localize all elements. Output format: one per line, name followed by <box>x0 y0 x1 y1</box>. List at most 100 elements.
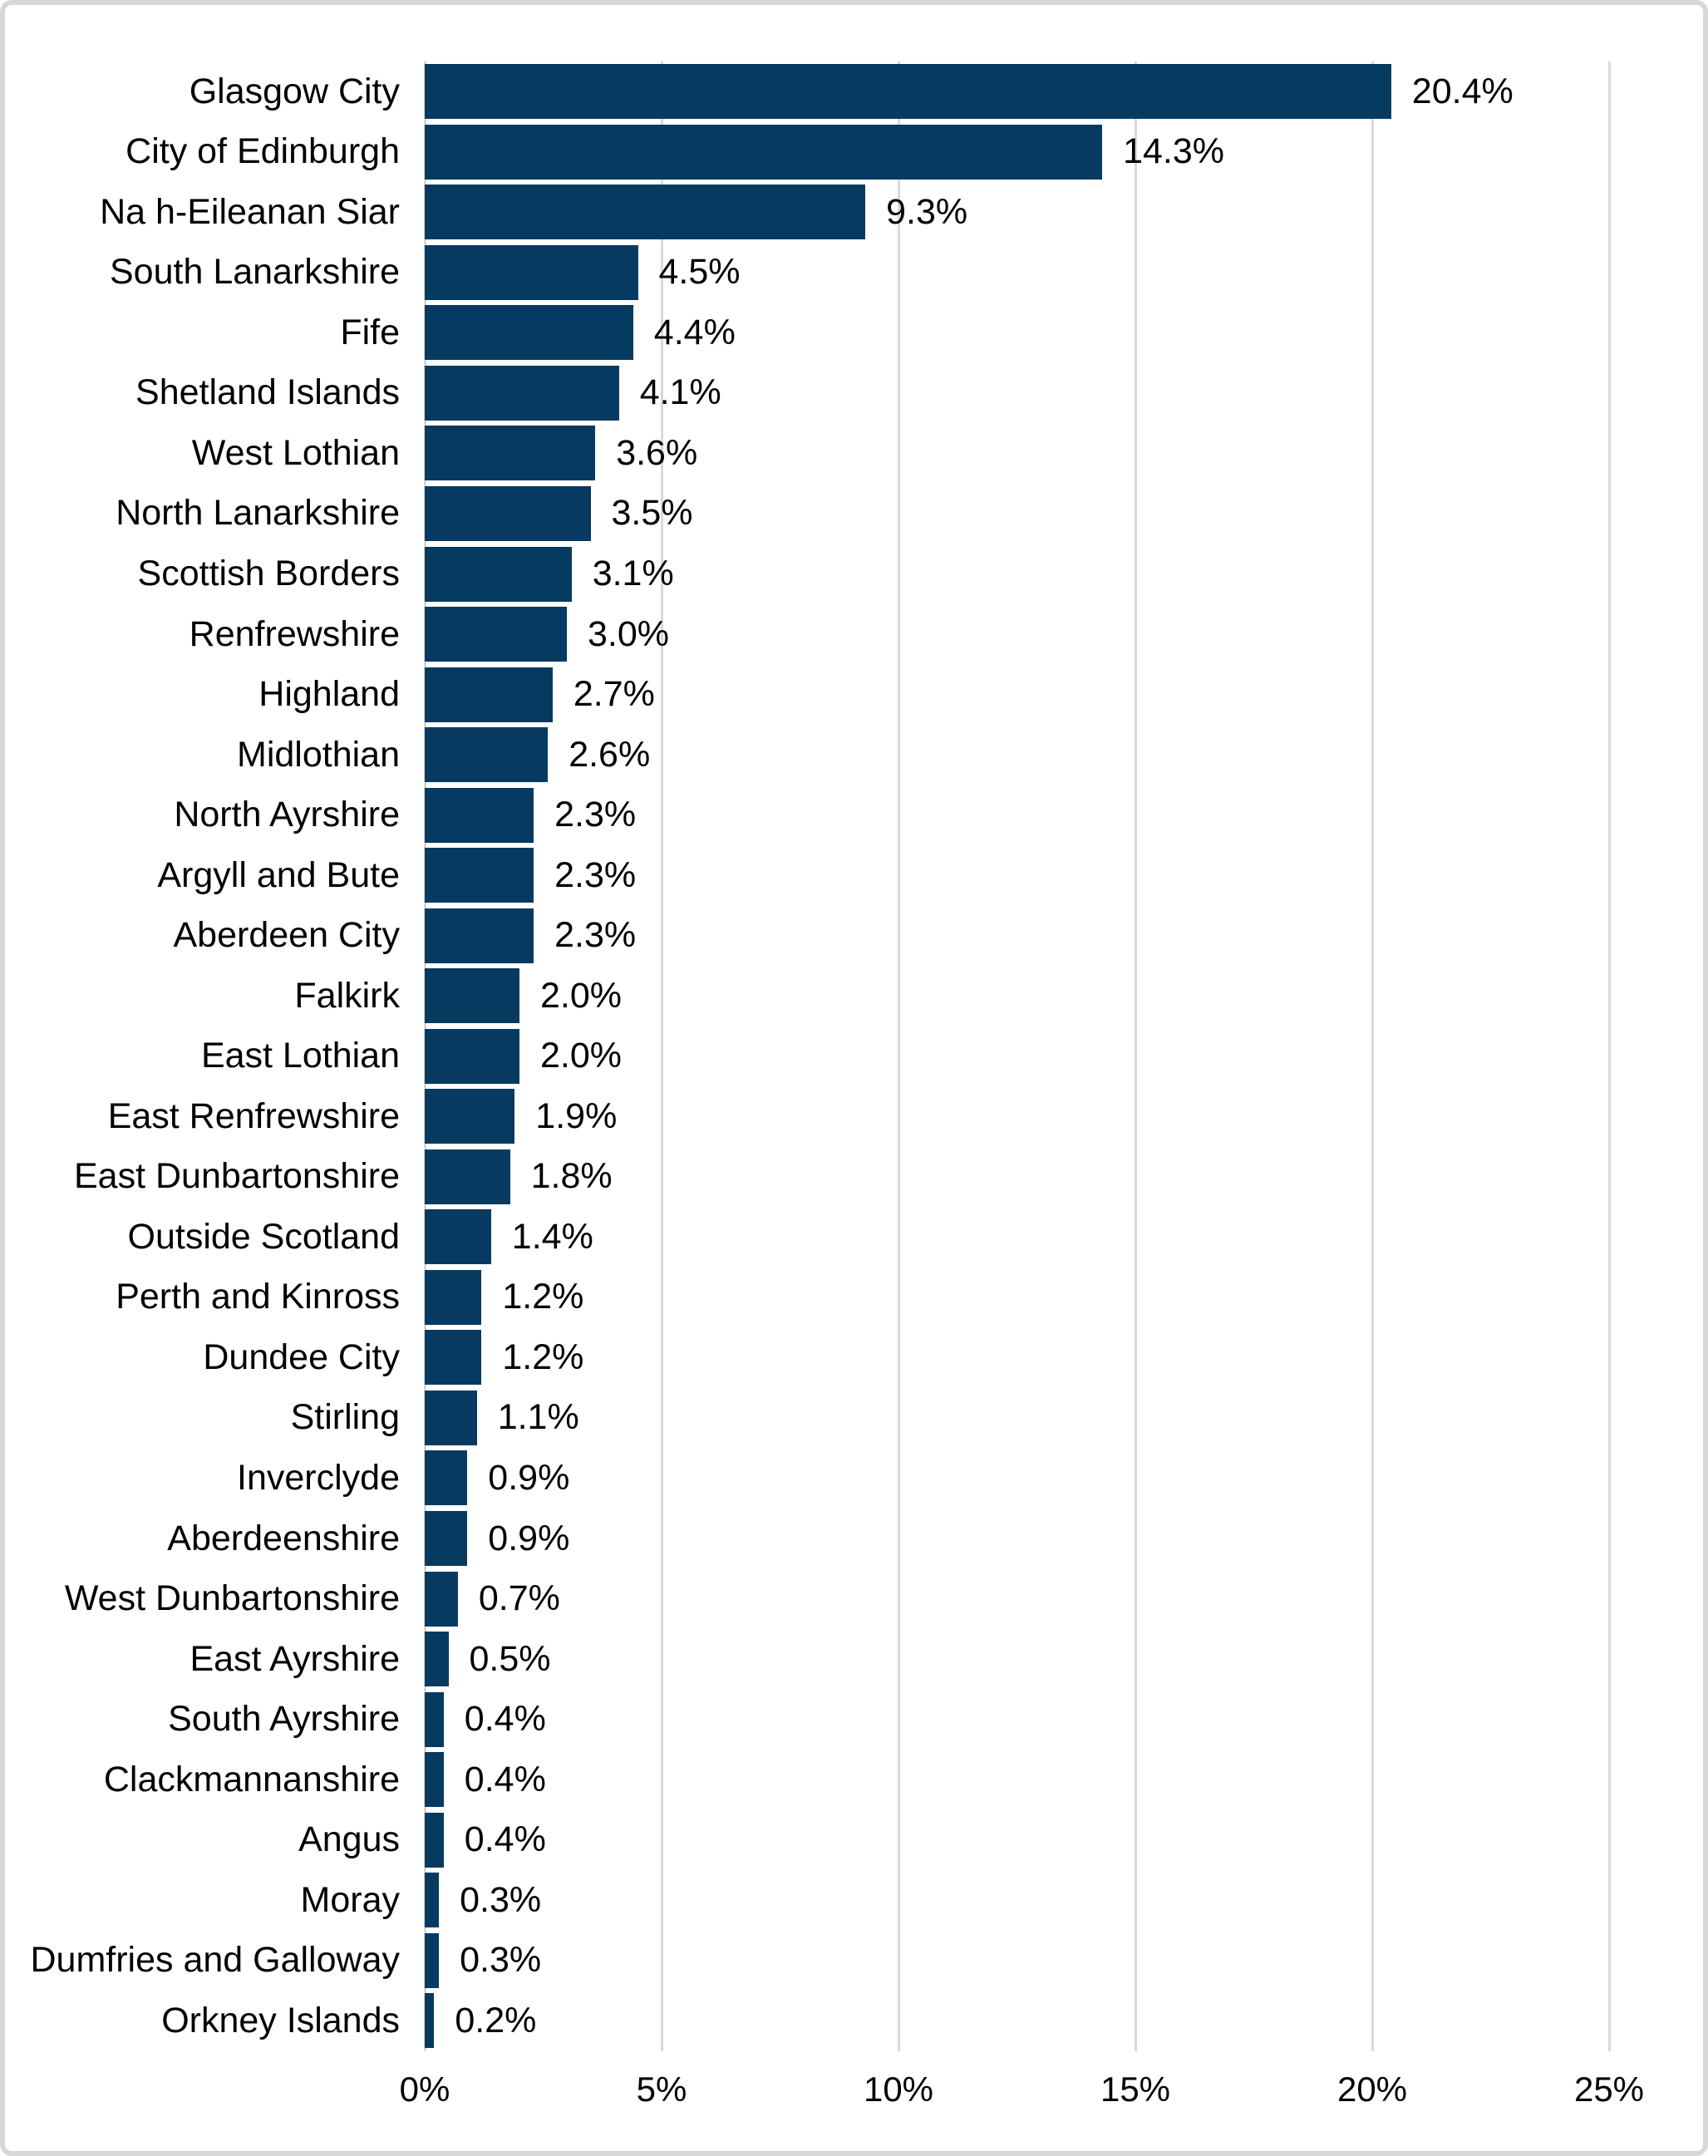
bar <box>425 1873 440 1928</box>
value-label: 2.3% <box>554 795 637 835</box>
value-label: 1.1% <box>497 1397 579 1438</box>
category-label: Argyll and Bute <box>157 854 400 895</box>
bar-row: 2.0% <box>425 966 1609 1026</box>
bar <box>425 787 534 843</box>
x-tick-label: 15% <box>1100 2070 1171 2109</box>
category-label: Scottish Borders <box>137 554 400 594</box>
bar <box>425 607 567 662</box>
value-label: 0.9% <box>488 1518 570 1558</box>
bar <box>425 1932 440 1988</box>
bar <box>425 727 549 783</box>
gridline <box>1134 62 1137 2051</box>
bar <box>425 1450 468 1506</box>
bar-row: 0.7% <box>425 1568 1609 1629</box>
value-label: 2.6% <box>569 734 651 775</box>
category-label: East Dunbartonshire <box>74 1156 400 1197</box>
bar-row: 2.3% <box>425 905 1609 966</box>
value-label: 9.3% <box>886 191 968 232</box>
value-label: 0.4% <box>464 1759 546 1799</box>
value-label: 0.5% <box>469 1638 551 1679</box>
value-label: 0.4% <box>464 1819 546 1860</box>
bar-row: 0.3% <box>425 1930 1609 1991</box>
plot-area: 20.4% 14.3% 9.3% 4.5% 4.4% 4.1% 3.6% 3.5% 3.1% 3.… <box>423 62 1611 2051</box>
bar <box>425 124 1103 180</box>
bar-row: 0.4% <box>425 1750 1609 1810</box>
bar <box>425 64 1391 120</box>
category-label: Na h-Eileanan Siar <box>100 191 400 232</box>
value-label: 2.7% <box>573 674 655 715</box>
x-tick-label: 0% <box>399 2070 450 2109</box>
value-label: 4.5% <box>658 252 741 293</box>
bar-row: 2.3% <box>425 785 1609 845</box>
bar-row: 0.9% <box>425 1509 1609 1569</box>
bar-row: 0.9% <box>425 1448 1609 1509</box>
category-label: Renfrewshire <box>189 613 400 654</box>
value-label: 1.8% <box>530 1156 613 1197</box>
bar-row: 2.0% <box>425 1026 1609 1087</box>
bar <box>425 1028 519 1084</box>
value-label: 2.0% <box>540 1036 623 1076</box>
category-label: Midlothian <box>237 734 400 775</box>
category-label: East Lothian <box>200 1036 400 1076</box>
category-label: Shetland Islands <box>135 372 400 413</box>
category-label: Perth and Kinross <box>116 1277 400 1317</box>
value-label: 4.1% <box>639 372 721 413</box>
category-label: Inverclyde <box>237 1457 400 1498</box>
value-label: 1.9% <box>535 1095 618 1136</box>
category-label: East Renfrewshire <box>107 1095 400 1136</box>
bar <box>425 848 534 903</box>
category-label: North Ayrshire <box>174 795 400 835</box>
value-label: 2.3% <box>554 854 637 895</box>
bar <box>425 1330 482 1386</box>
bar-row: 9.3% <box>425 182 1609 243</box>
value-label: 0.2% <box>455 2000 537 2040</box>
bar <box>425 1390 477 1445</box>
category-label: Clackmannanshire <box>103 1759 400 1799</box>
bar <box>425 1993 435 2049</box>
bar-row: 1.9% <box>425 1086 1609 1147</box>
bar <box>425 1571 458 1627</box>
bars-container: 20.4% 14.3% 9.3% 4.5% 4.4% 4.1% 3.6% 3.5% 3.1% 3.… <box>425 62 1609 2051</box>
bar-row: 2.6% <box>425 725 1609 785</box>
bar <box>425 1269 482 1325</box>
bar <box>425 1691 444 1747</box>
bar-row: 3.1% <box>425 544 1609 604</box>
category-label: Highland <box>258 674 400 715</box>
bar-row: 20.4% <box>425 62 1609 122</box>
bar <box>425 546 572 602</box>
value-label: 1.2% <box>502 1277 584 1317</box>
bar-row: 0.2% <box>425 1991 1609 2051</box>
bar <box>425 185 866 240</box>
bar-row: 2.3% <box>425 845 1609 906</box>
bar <box>425 1089 515 1144</box>
value-label: 4.4% <box>653 312 736 352</box>
bar-row: 4.1% <box>425 363 1609 424</box>
bar-row: 4.5% <box>425 243 1609 303</box>
value-label: 0.9% <box>488 1457 570 1498</box>
bar <box>425 426 596 481</box>
bar <box>425 908 534 963</box>
bar-row: 1.2% <box>425 1268 1609 1328</box>
category-label: West Dunbartonshire <box>64 1578 400 1619</box>
category-label: Aberdeen City <box>173 915 401 956</box>
value-label: 14.3% <box>1123 131 1225 172</box>
gridline <box>660 62 663 2051</box>
value-label: 20.4% <box>1411 71 1514 111</box>
category-label: Fife <box>340 312 400 352</box>
bar-row: 0.3% <box>425 1870 1609 1931</box>
category-label: South Lanarkshire <box>110 252 400 293</box>
value-label: 0.4% <box>464 1699 546 1740</box>
x-tick-label: 25% <box>1573 2070 1645 2109</box>
category-label: Dumfries and Galloway <box>30 1940 400 1981</box>
bar-row: 0.4% <box>425 1689 1609 1750</box>
value-label: 3.1% <box>592 554 674 594</box>
x-tick-label: 5% <box>636 2070 687 2109</box>
gridline <box>1607 62 1611 2051</box>
bar <box>425 667 553 722</box>
bar <box>425 968 519 1024</box>
value-label: 0.3% <box>460 1940 542 1981</box>
value-label: 3.5% <box>611 493 693 534</box>
category-label: City of Edinburgh <box>126 131 400 172</box>
x-tick-label: 20% <box>1336 2070 1408 2109</box>
